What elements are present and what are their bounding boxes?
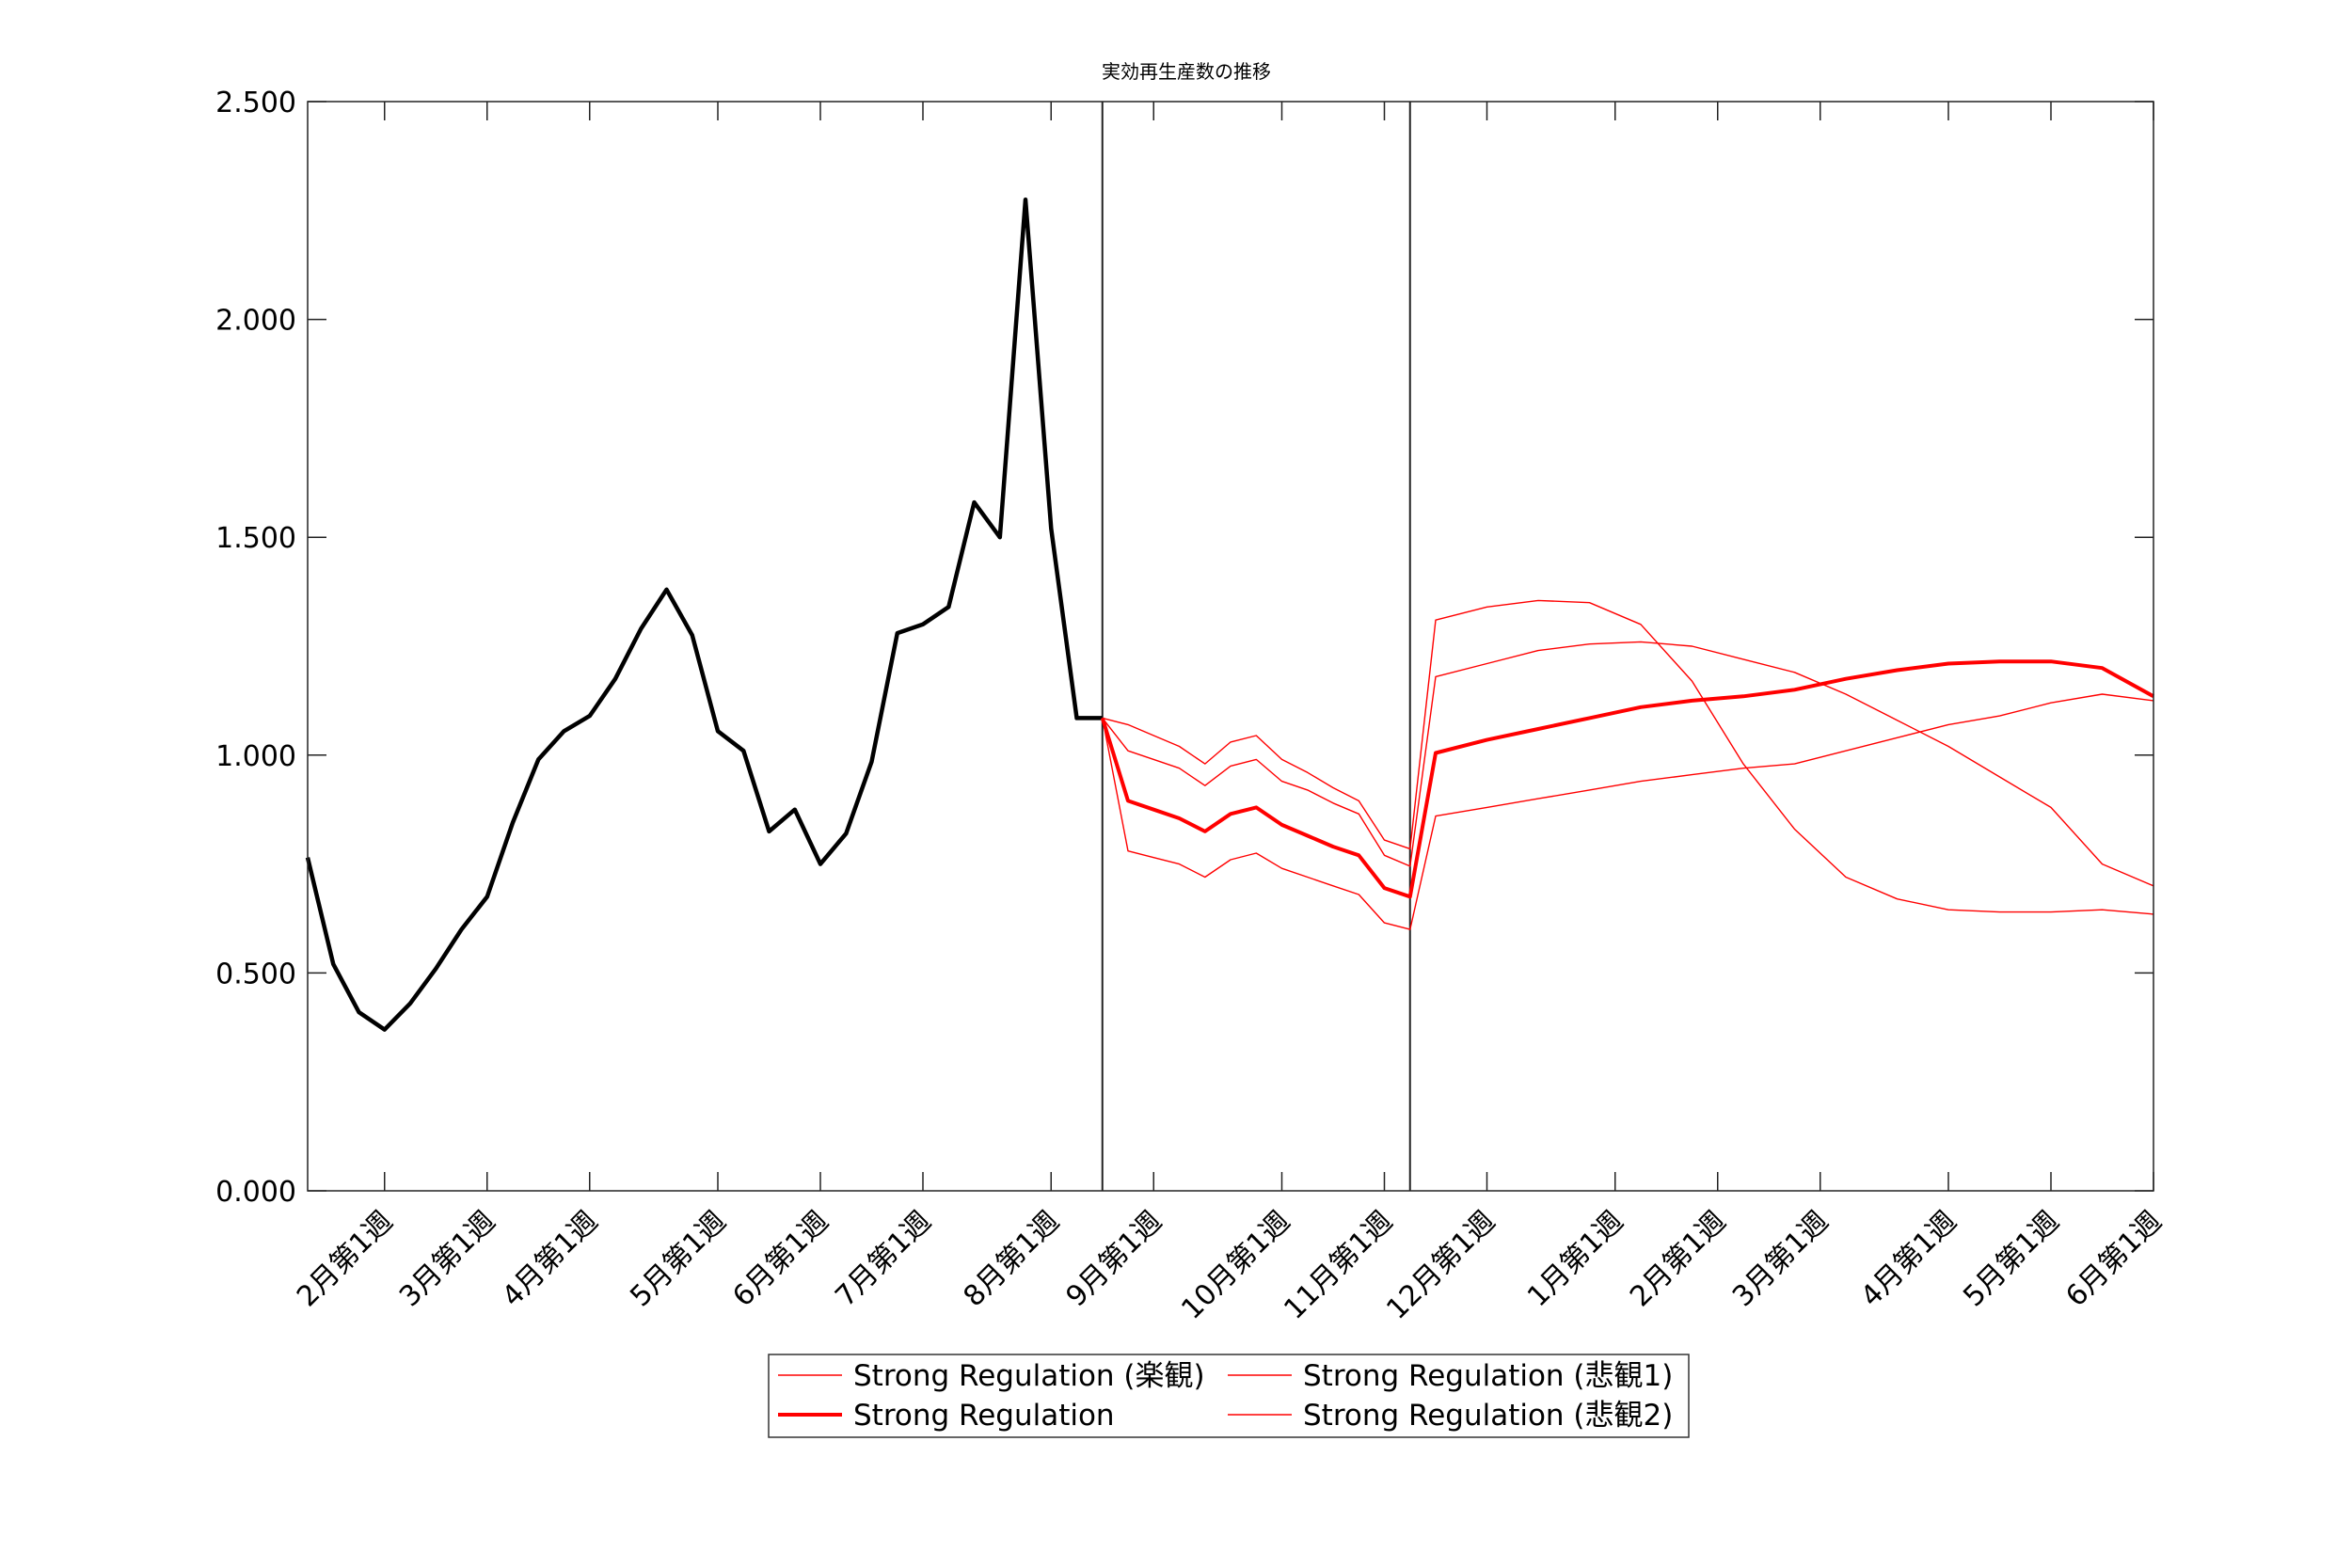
legend-label: Strong Regulation (悲観1) xyxy=(1303,1359,1673,1393)
legend-box xyxy=(768,1354,1690,1438)
plot-area-frame xyxy=(307,101,2154,1192)
y-tick-label: 1.000 xyxy=(215,740,296,773)
series-line-2 xyxy=(1100,659,2154,899)
y-tick-label: 0.000 xyxy=(215,1176,296,1209)
series-line-history xyxy=(305,197,1103,1032)
y-tick-label: 0.500 xyxy=(215,958,296,990)
phase-divider-lines xyxy=(1101,102,1411,1191)
legend-label: Strong Regulation (楽観) xyxy=(853,1359,1205,1393)
legend-label: Strong Regulation xyxy=(853,1399,1115,1433)
chart-title: 実効再生産数の推移 xyxy=(1102,60,1271,83)
y-tick-label: 2.500 xyxy=(215,87,296,119)
legend: Strong Regulation (楽観) Strong Regulation … xyxy=(768,1354,1690,1438)
series-line-3 xyxy=(1102,641,2154,887)
y-axis: 0.000 0.500 1.000 1.500 2.000 2.500 xyxy=(215,87,2153,1209)
series-line-4 xyxy=(1102,599,2154,915)
series-lines xyxy=(305,197,2154,1032)
y-tick-label: 1.500 xyxy=(215,522,296,555)
y-tick-label: 2.000 xyxy=(215,305,296,338)
series-line-1 xyxy=(1102,693,2154,930)
legend-label: Strong Regulation (悲観2) xyxy=(1303,1399,1673,1433)
